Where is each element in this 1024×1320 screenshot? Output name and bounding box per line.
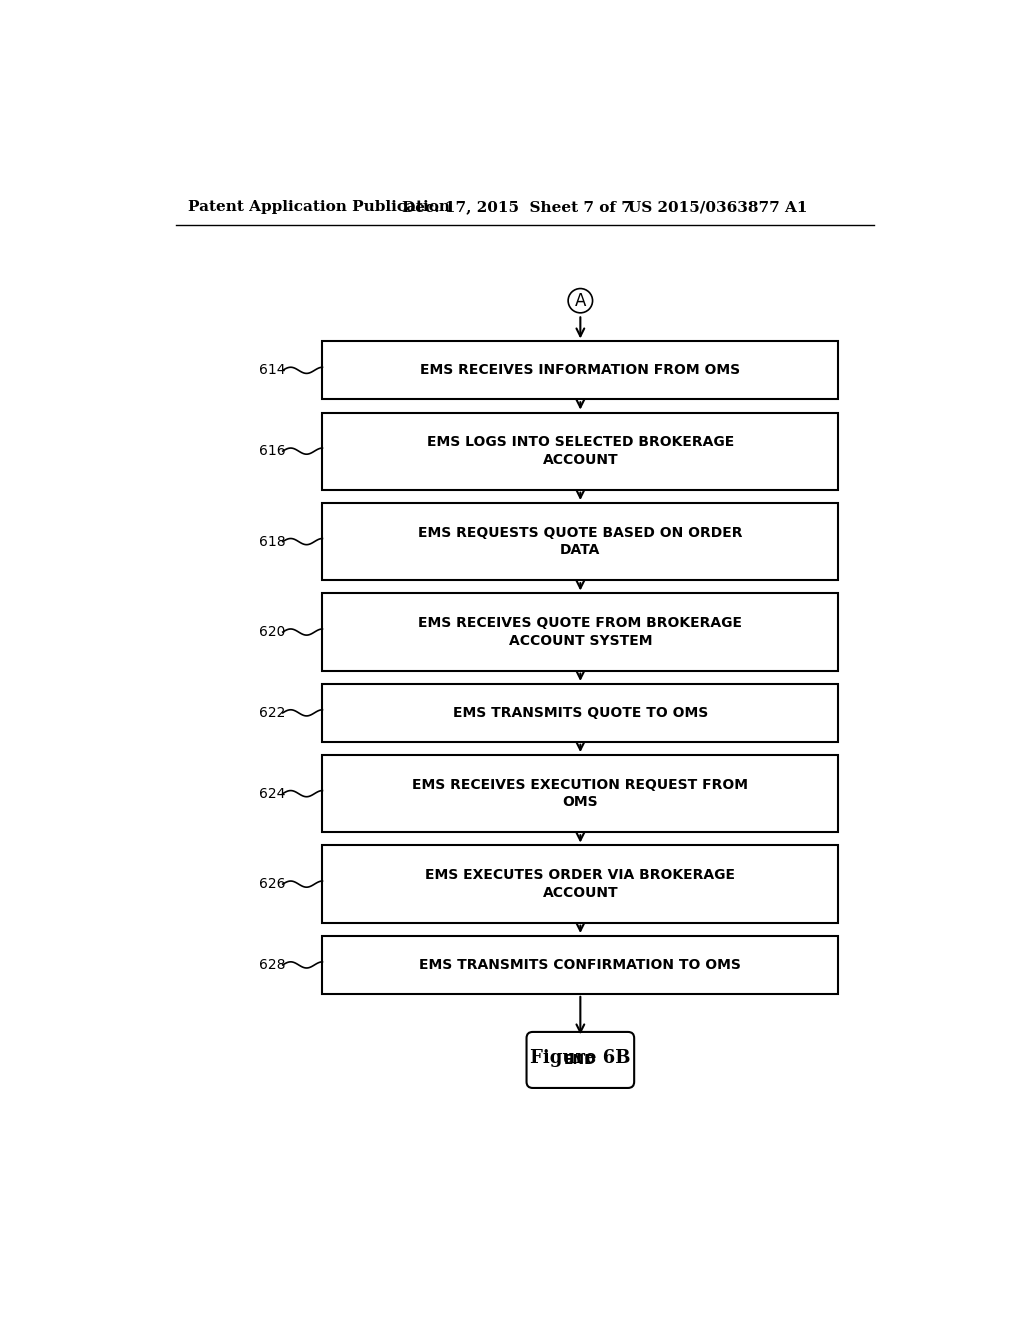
Text: 618: 618 (259, 535, 286, 549)
Text: US 2015/0363877 A1: US 2015/0363877 A1 (628, 201, 808, 214)
Text: 614: 614 (259, 363, 286, 378)
Text: EMS TRANSMITS QUOTE TO OMS: EMS TRANSMITS QUOTE TO OMS (453, 706, 708, 719)
Text: A: A (574, 292, 586, 310)
Text: 626: 626 (259, 876, 286, 891)
Text: 616: 616 (259, 444, 286, 458)
Text: 624: 624 (259, 787, 286, 801)
Text: EMS EXECUTES ORDER VIA BROKERAGE
ACCOUNT: EMS EXECUTES ORDER VIA BROKERAGE ACCOUNT (425, 869, 735, 900)
Text: Figure 6B: Figure 6B (530, 1049, 631, 1067)
Text: Patent Application Publication: Patent Application Publication (187, 201, 450, 214)
Text: Dec. 17, 2015  Sheet 7 of 7: Dec. 17, 2015 Sheet 7 of 7 (401, 201, 632, 214)
Text: 620: 620 (259, 626, 286, 639)
Text: EMS RECEIVES QUOTE FROM BROKERAGE
ACCOUNT SYSTEM: EMS RECEIVES QUOTE FROM BROKERAGE ACCOUN… (419, 616, 742, 648)
Text: EMS TRANSMITS CONFIRMATION TO OMS: EMS TRANSMITS CONFIRMATION TO OMS (420, 958, 741, 972)
Text: 622: 622 (259, 706, 286, 719)
Text: 628: 628 (259, 958, 286, 972)
Text: EMS RECEIVES EXECUTION REQUEST FROM
OMS: EMS RECEIVES EXECUTION REQUEST FROM OMS (413, 777, 749, 809)
Text: EMS RECEIVES INFORMATION FROM OMS: EMS RECEIVES INFORMATION FROM OMS (420, 363, 740, 378)
Text: END: END (564, 1053, 597, 1067)
Text: EMS REQUESTS QUOTE BASED ON ORDER
DATA: EMS REQUESTS QUOTE BASED ON ORDER DATA (418, 525, 742, 557)
Text: EMS LOGS INTO SELECTED BROKERAGE
ACCOUNT: EMS LOGS INTO SELECTED BROKERAGE ACCOUNT (427, 436, 734, 467)
